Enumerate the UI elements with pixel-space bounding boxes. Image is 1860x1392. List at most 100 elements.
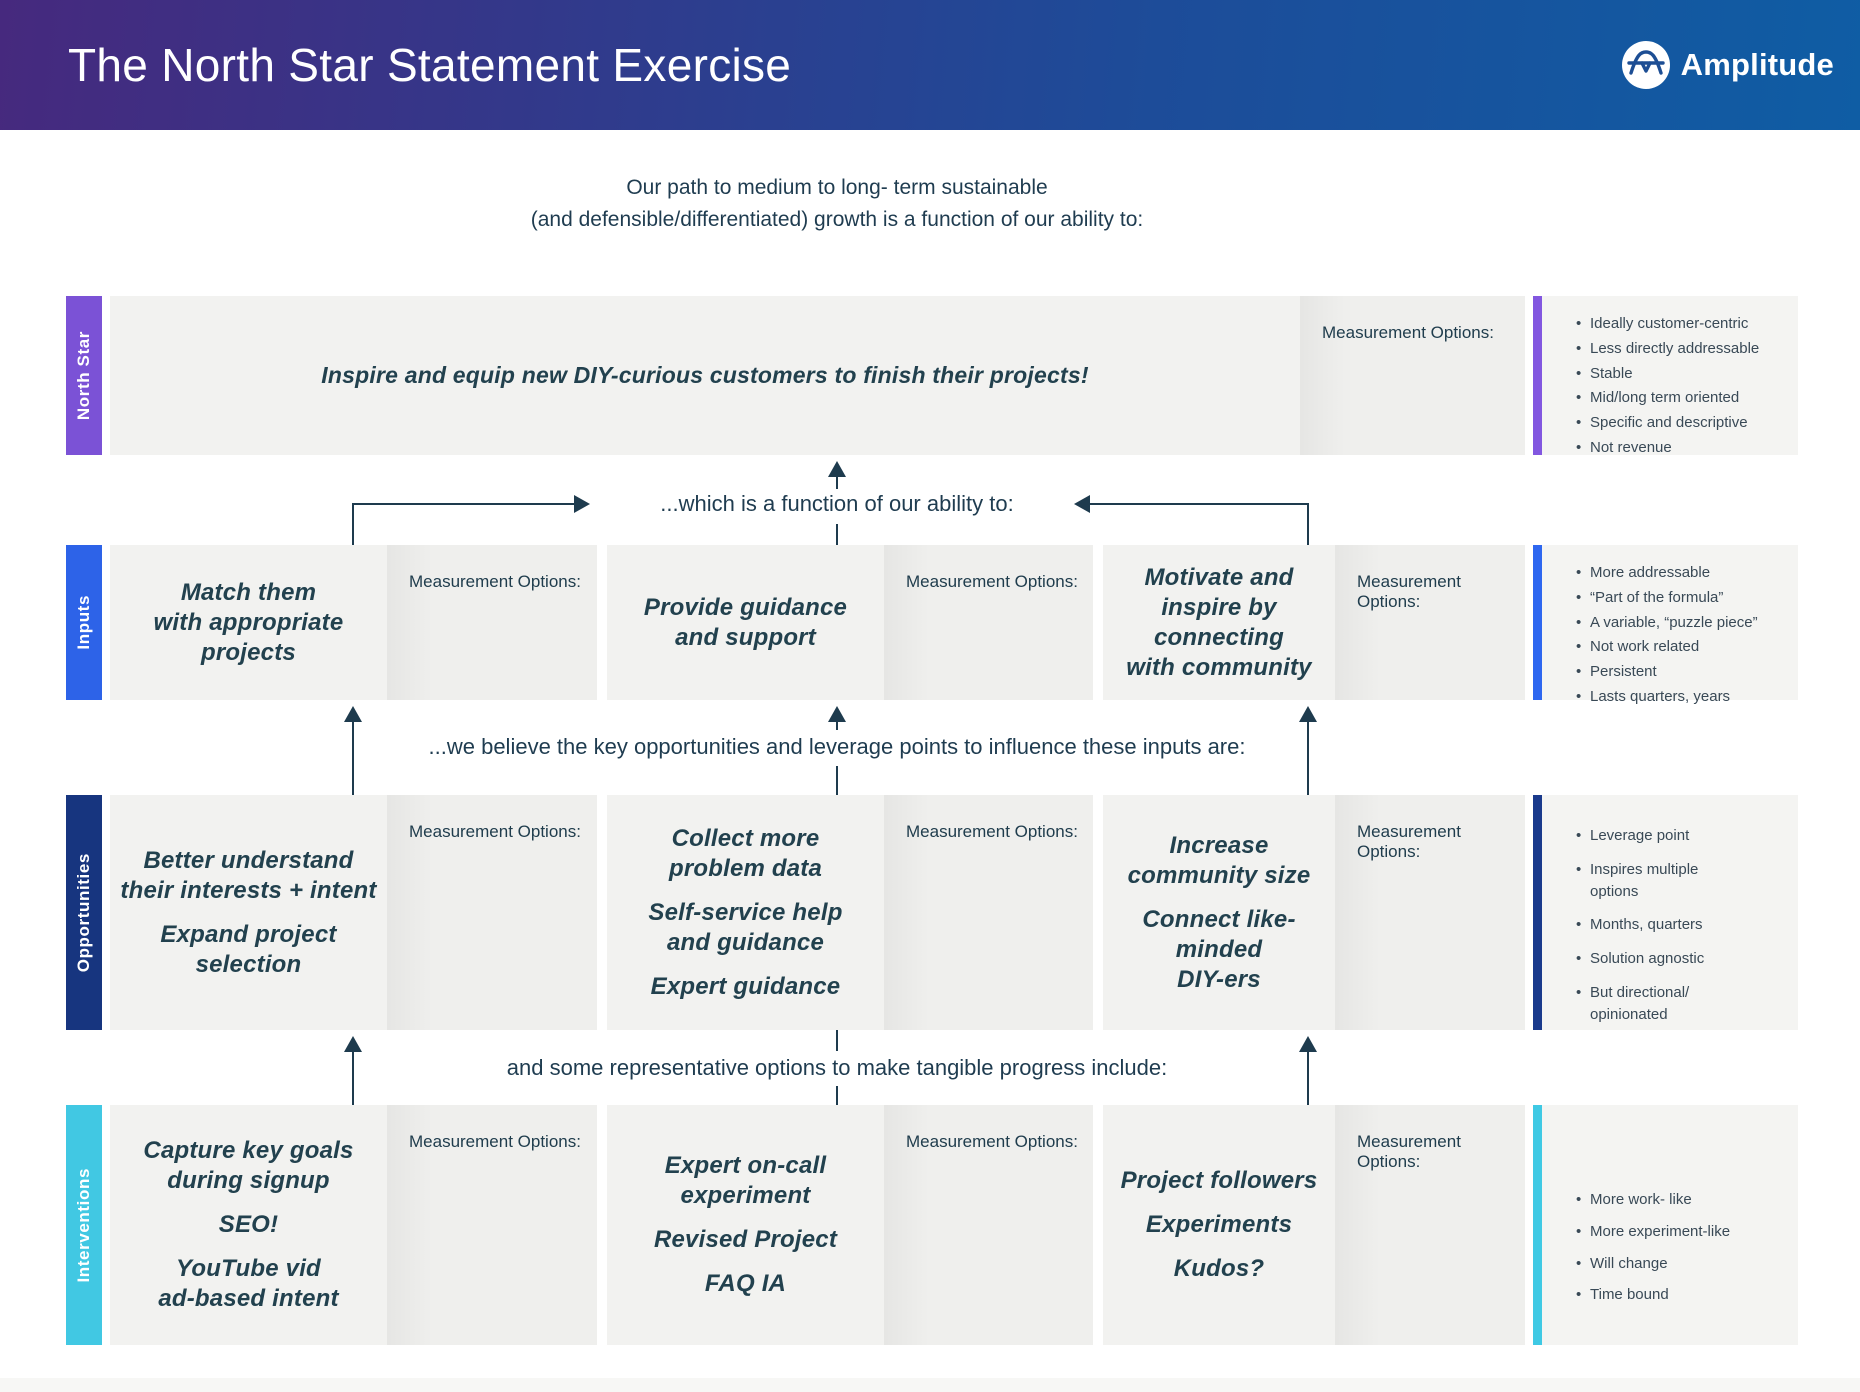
measurement-options-label: Measurement Options: <box>1357 572 1461 611</box>
notes-panel-north-star: Ideally customer-centric Less directly a… <box>1542 296 1798 458</box>
note-item: Months, quarters <box>1576 914 1784 936</box>
notes-panel-inputs: More addressable “Part of the formula” A… <box>1542 545 1798 707</box>
measurement-options-area: Measurement Options: <box>1335 545 1525 700</box>
measurement-options-area: Measurement Options: <box>1335 1105 1525 1345</box>
intro-text: Our path to medium to long- term sustain… <box>0 172 1674 235</box>
note-item: More work- like <box>1576 1189 1784 1211</box>
opportunities-box-2: Collect more problem data Self-service h… <box>607 795 1093 1030</box>
measurement-options-label: Measurement Options: <box>1357 1132 1461 1171</box>
header-banner: The North Star Statement Exercise Amplit… <box>0 0 1860 130</box>
opportunities-box-1: Better understand their interests + inte… <box>110 795 597 1030</box>
statement-text: Provide guidance and support <box>643 593 848 651</box>
statement-text: Inspire and equip new DIY-curious custom… <box>321 362 1089 389</box>
statement-text: Experiments <box>1145 1211 1293 1238</box>
note-item: Not revenue <box>1576 437 1784 459</box>
statement-text: Collect more problem data <box>668 824 823 882</box>
note-item: A variable, “puzzle piece” <box>1576 612 1784 634</box>
row-label-text: North Star <box>74 330 93 421</box>
note-item: Ideally customer-centric <box>1576 313 1784 335</box>
interventions-statement-2: Expert on-call experiment Revised Projec… <box>607 1105 884 1345</box>
notes-accent-strip-opportunities <box>1533 795 1542 1030</box>
interventions-statement-1: Capture key goals during signup SEO! You… <box>110 1105 387 1345</box>
interventions-box-2: Expert on-call experiment Revised Projec… <box>607 1105 1093 1345</box>
statement-text: SEO! <box>218 1211 279 1238</box>
amplitude-logo: Amplitude <box>1621 41 1834 89</box>
notes-panel-interventions: More work- like More experiment-like Wil… <box>1542 1105 1798 1345</box>
inputs-box-2: Provide guidance and support Measurement… <box>607 545 1093 700</box>
notes-accent-strip-inputs <box>1533 545 1542 700</box>
measurement-options-area: Measurement Options: <box>387 1105 597 1345</box>
measurement-options-label: Measurement Options: <box>1357 822 1461 861</box>
statement-text: Motivate and inspire by connecting with … <box>1126 563 1312 681</box>
statement-text: Kudos? <box>1173 1255 1265 1282</box>
opportunities-statement-1: Better understand their interests + inte… <box>110 795 387 1030</box>
inputs-box-1: Match them with appropriate projects Mea… <box>110 545 597 700</box>
note-item: Less directly addressable <box>1576 338 1784 360</box>
interventions-box-3: Project followers Experiments Kudos? Mea… <box>1103 1105 1525 1345</box>
notes-accent-strip-interventions <box>1533 1105 1542 1345</box>
statement-text: Self-service help and guidance <box>648 898 843 956</box>
note-item: Specific and descriptive <box>1576 412 1784 434</box>
measurement-options-label: Measurement Options: <box>906 572 1078 591</box>
measurement-options-area: Measurement Options: <box>1335 795 1525 1030</box>
measurement-options-area: Measurement Options: <box>1300 296 1525 455</box>
statement-text: Connect like-minded DIY-ers <box>1142 905 1296 993</box>
interventions-statement-3: Project followers Experiments Kudos? <box>1103 1105 1335 1345</box>
statement-text: Expert on-call experiment <box>664 1152 827 1209</box>
note-item: Persistent <box>1576 661 1784 683</box>
notes-accent-strip-north-star <box>1533 296 1542 455</box>
connector-text-level-3: and some representative options to make … <box>506 1055 1168 1080</box>
note-item: Solution agnostic <box>1576 948 1784 970</box>
row-label-text: Inputs <box>74 595 93 650</box>
inputs-statement-2: Provide guidance and support <box>607 545 884 700</box>
interventions-box-1: Capture key goals during signup SEO! You… <box>110 1105 597 1345</box>
measurement-options-label: Measurement Options: <box>409 822 581 841</box>
statement-text: YouTube vid ad-based intent <box>158 1255 339 1312</box>
measurement-options-area: Measurement Options: <box>884 1105 1093 1345</box>
measurement-options-area: Measurement Options: <box>884 795 1093 1030</box>
amplitude-logo-icon <box>1621 41 1670 89</box>
note-item: Mid/long term oriented <box>1576 387 1784 409</box>
page-title: The North Star Statement Exercise <box>68 39 792 91</box>
statement-text: FAQ IA <box>704 1270 787 1297</box>
notes-panel-opportunities: Leverage point Inspires multiple options… <box>1542 795 1798 1030</box>
statement-text: Project followers <box>1120 1167 1318 1194</box>
measurement-options-label: Measurement Options: <box>409 572 581 591</box>
intro-line-2: (and defensible/differentiated) growth i… <box>530 207 1144 231</box>
note-item: More addressable <box>1576 562 1784 584</box>
measurement-options-label: Measurement Options: <box>409 1132 581 1151</box>
note-item: Stable <box>1576 363 1784 385</box>
footer-strip <box>0 1378 1860 1392</box>
statement-text: Match them with appropriate projects <box>153 578 344 666</box>
intro-line-1: Our path to medium to long- term sustain… <box>626 176 1048 199</box>
note-item: But directional/ opinionated <box>1576 982 1784 1026</box>
amplitude-wordmark: Amplitude <box>1680 47 1834 82</box>
row-label-text: Interventions <box>74 1167 93 1283</box>
inputs-box-3: Motivate and inspire by connecting with … <box>1103 545 1525 700</box>
measurement-options-area: Measurement Options: <box>387 545 597 700</box>
north-star-statement-box: Inspire and equip new DIY-curious custom… <box>110 296 1525 455</box>
statement-text: Capture key goals during signup <box>143 1137 354 1194</box>
connector-text-level-2: ...we believe the key opportunities and … <box>428 734 1246 759</box>
connector-text-level-1: ...which is a function of our ability to… <box>660 491 1014 516</box>
measurement-options-label: Measurement Options: <box>1322 323 1494 342</box>
row-label-opportunities: Opportunities <box>66 795 102 1030</box>
note-item: Lasts quarters, years <box>1576 686 1784 708</box>
measurement-options-label: Measurement Options: <box>906 1132 1078 1151</box>
opportunities-box-3: Increase community size Connect like-min… <box>1103 795 1525 1030</box>
note-item: Leverage point <box>1576 825 1784 847</box>
north-star-statement: Inspire and equip new DIY-curious custom… <box>110 296 1300 455</box>
note-item: Not work related <box>1576 636 1784 658</box>
statement-text: Revised Project <box>653 1226 838 1253</box>
statement-text: Better understand their interests + inte… <box>120 846 377 904</box>
row-label-north-star: North Star <box>66 296 102 455</box>
inputs-statement-3: Motivate and inspire by connecting with … <box>1103 545 1335 700</box>
note-item: More experiment-like <box>1576 1221 1784 1243</box>
row-label-interventions: Interventions <box>66 1105 102 1345</box>
statement-text: Expand project selection <box>160 920 337 978</box>
statement-text: Increase community size <box>1127 831 1311 889</box>
row-label-inputs: Inputs <box>66 545 102 700</box>
statement-text: Expert guidance <box>650 972 841 1000</box>
opportunities-statement-3: Increase community size Connect like-min… <box>1103 795 1335 1030</box>
